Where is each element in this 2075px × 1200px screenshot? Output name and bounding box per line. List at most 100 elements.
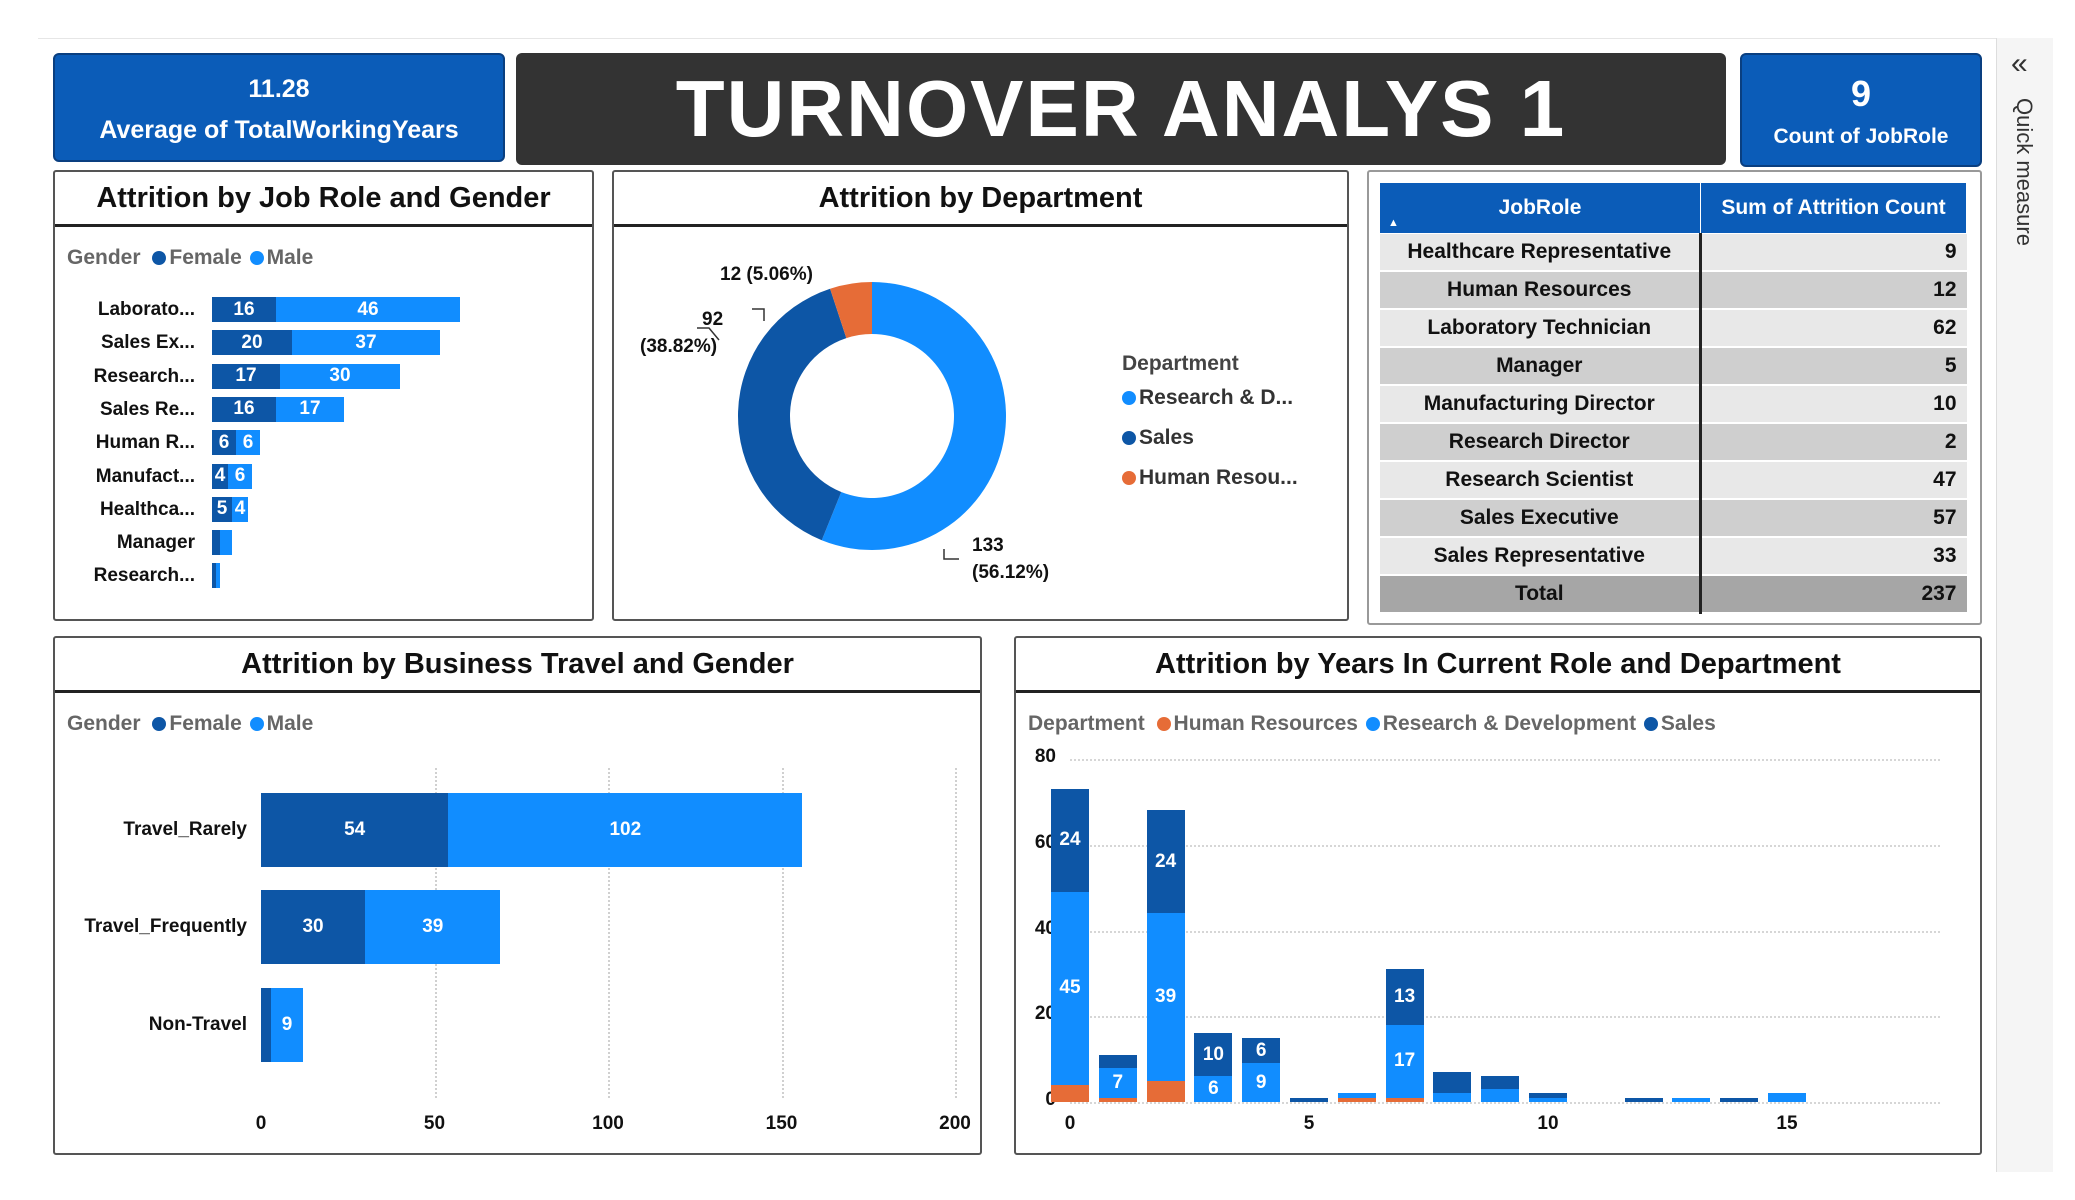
legend-male[interactable]: Male xyxy=(249,246,313,269)
male-dot-icon xyxy=(249,251,264,265)
table-row[interactable]: Manager 5 xyxy=(1379,347,1967,386)
table-row[interactable]: Human Resources 12 xyxy=(1379,271,1967,310)
bar-segment-female[interactable] xyxy=(261,988,272,1062)
jobrole-table-panel[interactable]: JobRole ▲ Sum of Attrition Count Healthca… xyxy=(1367,170,1982,625)
column-segment-rd[interactable] xyxy=(1481,1089,1520,1102)
column-segment-sales[interactable]: 13 xyxy=(1385,969,1424,1025)
column-segment-sales[interactable] xyxy=(1529,1093,1567,1098)
legend-female[interactable]: Female xyxy=(152,246,242,269)
bar-segment-female[interactable]: 16 xyxy=(212,297,276,322)
cell-jobrole: Healthcare Representative xyxy=(1379,233,1701,272)
kpi-avg-total-working-years[interactable]: 11.28 Average of TotalWorkingYears xyxy=(53,53,505,162)
table-row[interactable]: Research Scientist 47 xyxy=(1379,461,1967,500)
column-segment-sales[interactable] xyxy=(1433,1071,1472,1094)
bar-category-label: Research... xyxy=(93,365,195,387)
bar-segment-female[interactable]: 20 xyxy=(212,330,292,356)
bar-category-label: Healthca... xyxy=(99,498,195,520)
bar-segment-female[interactable] xyxy=(212,530,220,556)
column-segment-sales[interactable] xyxy=(1098,1054,1137,1068)
bar-segment-female[interactable]: 30 xyxy=(261,890,366,964)
bar-segment-female[interactable]: 5 xyxy=(212,496,232,522)
double-chevron-left-icon[interactable]: « xyxy=(2011,47,2028,80)
bar-segment-male[interactable] xyxy=(220,530,232,556)
table-row[interactable]: Healthcare Representative 9 xyxy=(1379,233,1967,272)
column-header-jobrole[interactable]: JobRole ▲ xyxy=(1379,182,1701,234)
bar-segment-female[interactable]: 16 xyxy=(212,396,276,422)
bar-segment-male[interactable]: 30 xyxy=(280,363,400,389)
legend-item-hr[interactable]: Human Resou... xyxy=(1122,466,1298,490)
bar-segment-female[interactable]: 4 xyxy=(212,463,228,489)
quick-measure-pane[interactable]: « Quick measure xyxy=(1996,38,2053,1172)
bar-segment-female[interactable]: 54 xyxy=(261,793,449,867)
donut-slice-sales[interactable] xyxy=(738,288,847,541)
column-segment-hr[interactable] xyxy=(1051,1084,1089,1102)
column-segment-rd[interactable] xyxy=(1672,1097,1711,1102)
column-segment-rd[interactable]: 45 xyxy=(1051,891,1089,1085)
bar-segment-female[interactable]: 6 xyxy=(212,430,236,456)
column-segment-sales[interactable] xyxy=(1720,1097,1759,1102)
table-row[interactable]: Sales Executive 57 xyxy=(1379,499,1967,538)
jobrole-gender-panel[interactable]: Attrition by Job Role and Gender Gender … xyxy=(53,170,594,621)
column-segment-rd[interactable]: 9 xyxy=(1242,1063,1281,1102)
column-segment-sales[interactable] xyxy=(1481,1076,1520,1090)
gridline xyxy=(1070,1016,1940,1019)
bar-segment-male[interactable]: 37 xyxy=(292,330,440,356)
bar-segment-male[interactable]: 4 xyxy=(232,496,248,522)
table-row[interactable]: Sales Representative 33 xyxy=(1379,537,1967,576)
column-segment-sales[interactable] xyxy=(1624,1097,1663,1102)
column-segment-rd[interactable] xyxy=(1768,1093,1806,1102)
column-segment-sales[interactable]: 6 xyxy=(1242,1037,1281,1064)
years-role-panel[interactable]: Attrition by Years In Current Role and D… xyxy=(1014,636,1982,1155)
column-segment-hr[interactable] xyxy=(1385,1097,1424,1102)
table-row[interactable]: Manufacturing Director 10 xyxy=(1379,385,1967,424)
bar-segment-male[interactable]: 102 xyxy=(448,793,803,867)
column-header-attrition[interactable]: Sum of Attrition Count xyxy=(1700,182,1967,234)
column-segment-sales[interactable]: 24 xyxy=(1146,810,1185,914)
department-panel[interactable]: Attrition by Department 12 (5.06%) 92 (3… xyxy=(612,170,1349,621)
male-dot-icon xyxy=(249,717,264,731)
panel-title: Attrition by Department xyxy=(614,172,1347,227)
column-segment-hr[interactable] xyxy=(1337,1097,1376,1102)
legend-female[interactable]: Female xyxy=(152,712,242,735)
column-segment-rd[interactable] xyxy=(1433,1093,1472,1102)
business-travel-panel[interactable]: Attrition by Business Travel and Gender … xyxy=(53,636,982,1155)
column-segment-rd[interactable] xyxy=(1337,1093,1376,1098)
column-segment-rd[interactable]: 17 xyxy=(1385,1024,1424,1098)
bar-segment-male[interactable]: 17 xyxy=(276,396,344,422)
legend-item-rd[interactable]: Research & D... xyxy=(1122,386,1298,410)
bar-segment-male[interactable] xyxy=(216,563,220,589)
legend-sales[interactable]: Sales xyxy=(1643,712,1716,735)
bar-segment-male[interactable]: 46 xyxy=(276,297,460,322)
jobrole-bar-chart[interactable]: Laborato... 16 46 Sales Ex... 20 37 Research..… xyxy=(55,292,592,612)
jobrole-table[interactable]: JobRole ▲ Sum of Attrition Count Healthca… xyxy=(1379,182,1967,614)
gridline xyxy=(1070,759,1940,761)
legend-item-sales[interactable]: Sales xyxy=(1122,426,1298,450)
column-segment-rd[interactable]: 39 xyxy=(1146,913,1185,1081)
table-row[interactable]: Research Director 2 xyxy=(1379,423,1967,462)
column-segment-sales[interactable]: 10 xyxy=(1194,1033,1233,1077)
kpi-count-jobrole[interactable]: 9 Count of JobRole xyxy=(1740,53,1982,167)
legend-rd[interactable]: Research & Development xyxy=(1365,712,1636,735)
years-role-column-chart[interactable]: 020406080051015452473924610961713 xyxy=(1016,638,1980,1153)
chart-legend: Gender Female Male xyxy=(67,712,313,736)
column-segment-rd[interactable] xyxy=(1529,1097,1567,1102)
column-segment-hr[interactable] xyxy=(1098,1097,1137,1102)
legend-hr[interactable]: Human Resources xyxy=(1156,712,1358,735)
department-donut-chart[interactable] xyxy=(614,228,1347,618)
column-segment-sales[interactable] xyxy=(1290,1097,1328,1102)
column-segment-rd[interactable]: 6 xyxy=(1194,1076,1233,1102)
bar-segment-male[interactable]: 39 xyxy=(365,890,501,964)
bar-segment-female[interactable] xyxy=(212,563,216,589)
bar-segment-male[interactable]: 6 xyxy=(236,430,260,456)
bar-segment-female[interactable]: 17 xyxy=(212,363,280,389)
column-segment-hr[interactable] xyxy=(1146,1080,1185,1102)
business-travel-bar-chart[interactable]: 0 50 100 150 200 Travel_Rarely 54 102 Travel_Fre… xyxy=(55,638,980,1153)
legend-male[interactable]: Male xyxy=(249,712,313,735)
donut-slice-hr[interactable] xyxy=(830,282,872,339)
column-segment-sales[interactable]: 24 xyxy=(1051,789,1089,892)
column-segment-rd[interactable]: 7 xyxy=(1098,1067,1137,1098)
bar-segment-male[interactable]: 9 xyxy=(271,988,303,1062)
bar-segment-male[interactable]: 6 xyxy=(228,463,252,489)
table-row[interactable]: Laboratory Technician 62 xyxy=(1379,309,1967,348)
donut-slice-rd[interactable] xyxy=(821,282,1006,550)
